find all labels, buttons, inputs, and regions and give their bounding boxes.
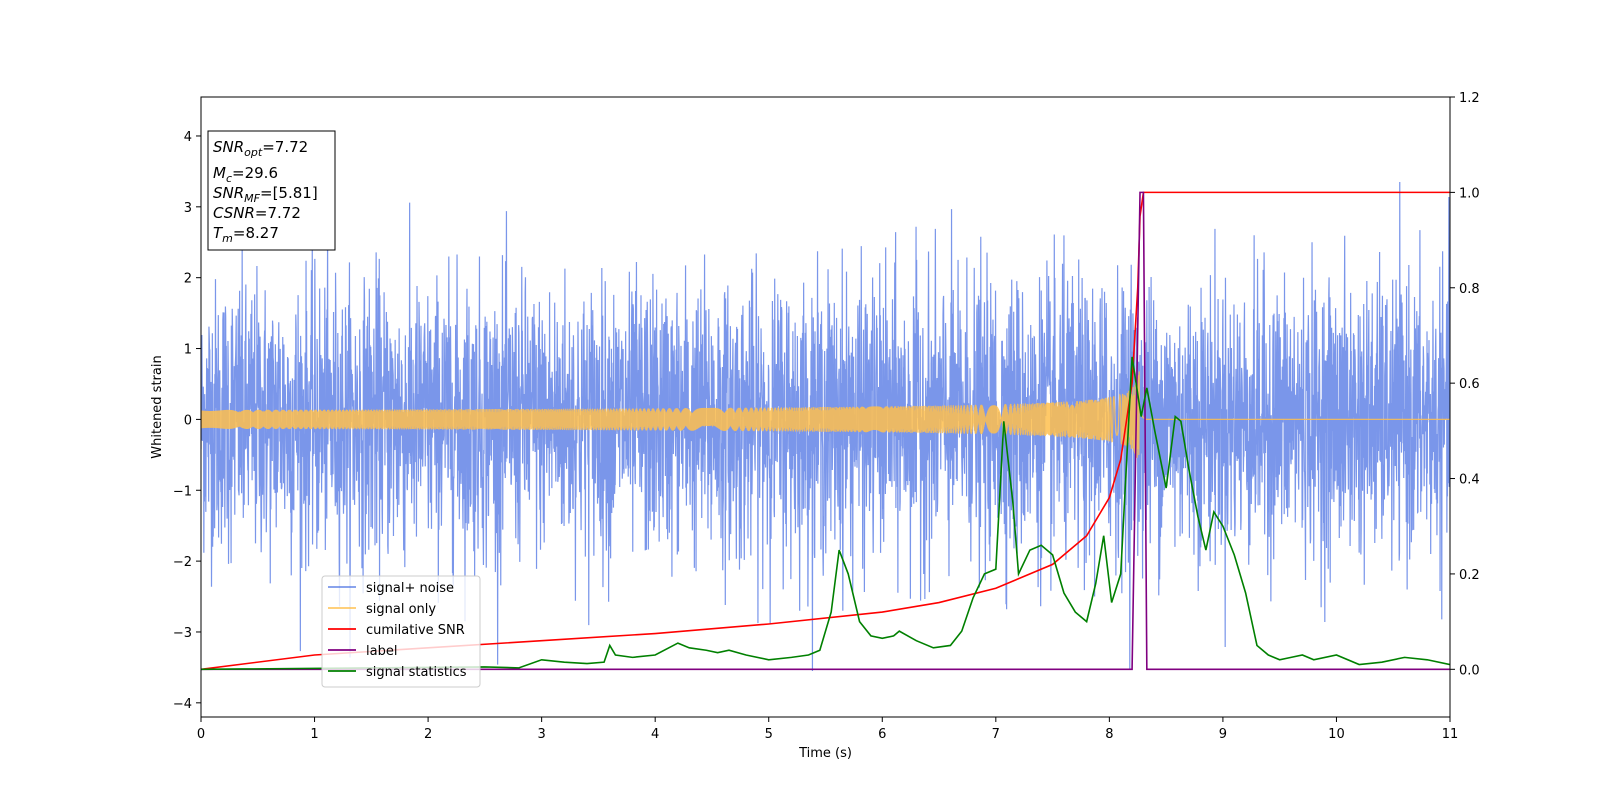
legend-entry: label <box>328 644 397 659</box>
info-box-line: CSNR=7.72 <box>213 204 301 222</box>
y2-tick-label: 0.6 <box>1459 377 1480 392</box>
x-tick-label: 11 <box>1442 727 1459 742</box>
x-axis-label: Time (s) <box>798 746 852 761</box>
info-box-line: Tm=8.27 <box>213 224 279 245</box>
x-tick-label: 1 <box>310 727 318 742</box>
y-tick-label: 0 <box>184 413 192 428</box>
legend-entry: signal only <box>328 602 436 617</box>
legend-entry: signal statistics <box>328 665 467 680</box>
y-tick-label: −4 <box>173 697 192 712</box>
info-box-frame <box>207 130 336 251</box>
x-tick-label: 8 <box>1105 727 1113 742</box>
y2-tick-label: 0.4 <box>1459 473 1480 488</box>
x-tick-label: 10 <box>1328 727 1345 742</box>
y-tick-label: −2 <box>173 555 192 570</box>
y-tick-label: 4 <box>184 130 192 145</box>
plot-series-group <box>201 182 1450 672</box>
info-box-line: Mc=29.6 <box>213 164 278 185</box>
legend-label: signal statistics <box>366 665 467 680</box>
info-box-line: SNRopt=7.72 <box>213 138 308 159</box>
legend: signal+ noise signal only cumilative SNR la… <box>321 575 481 688</box>
x-tick-label: 0 <box>197 727 205 742</box>
y2-tick-label: 0.8 <box>1459 282 1480 297</box>
y-tick-label: 3 <box>184 201 192 216</box>
y-tick-label: 2 <box>184 272 192 287</box>
y2-tick-label: 0.2 <box>1459 568 1480 583</box>
x-tick-label: 3 <box>537 727 545 742</box>
legend-label: cumilative SNR <box>366 623 465 638</box>
x-tick-label: 9 <box>1219 727 1227 742</box>
y2-tick-label: 1.0 <box>1459 186 1480 201</box>
x-tick-label: 2 <box>424 727 432 742</box>
y-axis-ticks: −4 −3 −2 −1 0 1 2 3 4 <box>173 130 201 712</box>
legend-entry: cumilative SNR <box>328 623 465 638</box>
legend-frame <box>321 575 481 688</box>
x-tick-label: 7 <box>992 727 1000 742</box>
y-tick-label: −3 <box>173 626 192 641</box>
x-tick-label: 6 <box>878 727 886 742</box>
legend-entry: signal+ noise <box>328 581 454 596</box>
y2-tick-label: 0.0 <box>1459 663 1480 678</box>
series-line-label <box>201 191 1450 671</box>
y2-tick-label: 1.2 <box>1459 91 1480 106</box>
plot-frame <box>200 96 1451 718</box>
x-axis-ticks: 0 1 2 3 4 5 6 7 8 9 10 11 <box>197 717 1458 742</box>
legend-label: signal only <box>366 602 436 617</box>
series-line-signal-only <box>201 371 1450 458</box>
y-tick-label: −1 <box>173 484 192 499</box>
info-box-line: SNRMF=[5.81] <box>213 184 318 205</box>
series-line-signal-statistics <box>201 356 1450 671</box>
y-tick-label: 1 <box>184 343 192 358</box>
y-axis-label: Whitened strain <box>150 355 165 458</box>
y2-axis-ticks: 0.0 0.2 0.4 0.6 0.8 1.0 1.2 <box>1450 91 1480 678</box>
legend-label: signal+ noise <box>366 581 454 596</box>
legend-label: label <box>366 644 397 659</box>
x-tick-label: 4 <box>651 727 659 742</box>
x-tick-label: 5 <box>765 727 773 742</box>
